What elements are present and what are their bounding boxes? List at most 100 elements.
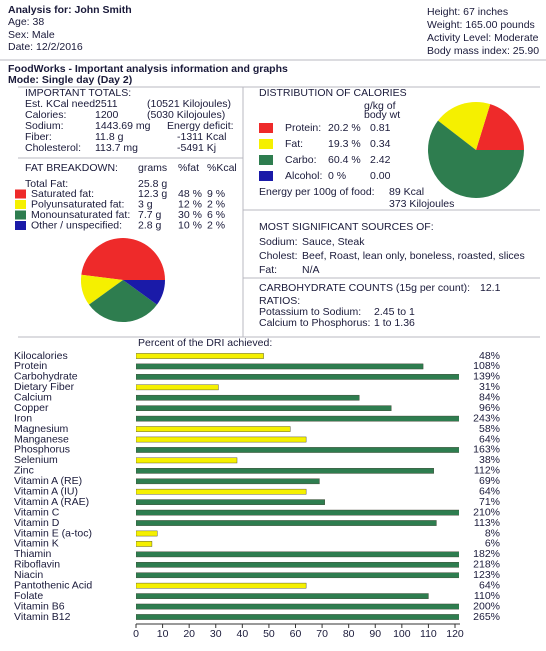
category-label: Phosphorus — [14, 444, 70, 456]
value-label: 265% — [473, 611, 500, 623]
x-tick-label: 50 — [263, 628, 275, 640]
totals-cell: Fiber: — [25, 131, 52, 143]
category-label: Copper — [14, 402, 49, 414]
total-label: Total Fat: — [25, 178, 68, 190]
fat-cell: Saturated fat: — [31, 188, 94, 200]
section-title: CARBOHYDRATE COUNTS (15g per count): — [259, 282, 470, 294]
pie-slice — [476, 104, 524, 150]
section-title: MOST SIGNIFICANT SOURCES OF: — [259, 221, 434, 233]
value-label: 110% — [474, 590, 500, 602]
value-label: 218% — [473, 559, 500, 571]
totals-cell: 11.8 g — [95, 131, 124, 143]
value-label: 48% — [479, 350, 500, 362]
x-tick-label: 40 — [236, 628, 248, 640]
bar — [136, 374, 459, 380]
totals-cell: 2511 — [95, 98, 118, 110]
x-tick-label: 100 — [393, 628, 411, 640]
pie-slice — [123, 280, 165, 305]
patient-name: Analysis for: John Smith — [8, 4, 132, 16]
calorie-cell: 0 % — [328, 170, 346, 182]
value-label: 123% — [473, 569, 500, 581]
fat-cell: Monounsaturated fat: — [31, 209, 130, 221]
fat-cell: 2 % — [207, 219, 225, 231]
pie-slice — [89, 280, 157, 322]
x-tick-label: 90 — [369, 628, 381, 640]
pie-slice — [428, 120, 524, 199]
value-label: 38% — [479, 454, 500, 466]
fat-cell: 7.7 g — [138, 209, 162, 221]
totals-cell: Energy deficit: — [167, 120, 234, 132]
totals-cell: 113.7 mg — [95, 142, 138, 154]
calorie-cell: 0.81 — [370, 122, 391, 134]
pie-slice — [81, 238, 165, 280]
activity-level: Activity Level: Moderate — [427, 32, 539, 44]
x-tick-label: 0 — [133, 628, 139, 640]
category-label: Iron — [14, 412, 32, 424]
column-header: grams — [138, 162, 167, 174]
calorie-cell: 0.34 — [370, 138, 391, 150]
value-label: 64% — [479, 486, 500, 498]
bar — [136, 551, 459, 558]
source-label: Cholest: — [259, 250, 298, 262]
value-label: 58% — [479, 423, 500, 435]
patient-height: Height: 67 inches — [427, 6, 508, 18]
value-label: 200% — [473, 600, 500, 612]
total-value: 25.8 g — [138, 178, 167, 190]
x-tick-label: 30 — [210, 628, 222, 640]
x-tick-label: 20 — [183, 628, 195, 640]
section-title: FAT BREAKDOWN: — [25, 162, 118, 174]
calorie-cell: Protein: — [285, 122, 321, 134]
bar — [136, 363, 424, 370]
patient-age: Age: 38 — [8, 16, 44, 28]
column-header: %Kcal — [207, 162, 237, 174]
value-label: 64% — [479, 433, 500, 445]
bar — [136, 426, 291, 432]
x-tick-label: 10 — [157, 628, 169, 640]
section-title: IMPORTANT TOTALS: — [25, 87, 131, 99]
patient-weight: Weight: 165.00 pounds — [427, 19, 535, 31]
report-date: Date: 12/2/2016 — [8, 41, 83, 53]
value-label: 69% — [479, 475, 500, 487]
category-label: Manganese — [14, 433, 69, 445]
category-label: Pantothenic Acid — [14, 579, 92, 591]
value-label: 71% — [479, 496, 500, 508]
category-label: Vitamin B12 — [14, 611, 71, 623]
carb-count: 12.1 — [480, 282, 501, 294]
ratio-value: 1 to 1.36 — [374, 317, 415, 329]
x-tick-label: 70 — [316, 628, 328, 640]
fat-cell: 12 % — [178, 198, 202, 210]
legend-swatch — [259, 123, 273, 133]
totals-cell: Cholesterol: — [25, 142, 81, 154]
calorie-cell: Carbo: — [285, 154, 317, 166]
source-value: Sauce, Steak — [302, 236, 365, 248]
bar — [136, 572, 459, 579]
report-mode: Mode: Single day (Day 2) — [8, 74, 132, 86]
fat-cell: 2 % — [207, 198, 225, 210]
x-tick-label: 80 — [343, 628, 355, 640]
report-title: FoodWorks - Important analysis informati… — [8, 63, 288, 75]
totals-cell: (5030 Kilojoules) — [147, 109, 225, 121]
bar — [136, 520, 437, 526]
category-label: Protein — [14, 360, 47, 372]
value-label: 112% — [474, 465, 500, 477]
category-label: Calcium — [14, 392, 52, 404]
bar — [136, 509, 459, 516]
category-label: Folate — [14, 590, 43, 602]
bar — [136, 415, 459, 422]
totals-cell: Calories: — [25, 109, 66, 121]
category-label: Vitamin A (RE) — [14, 475, 82, 487]
totals-cell: (10521 Kilojoules) — [147, 98, 231, 110]
legend-swatch — [259, 171, 273, 181]
category-label: Zinc — [14, 465, 34, 477]
bar — [136, 447, 459, 453]
chart-title: Percent of the DRI achieved: — [138, 337, 272, 349]
bars — [136, 353, 459, 620]
ratio-value: 2.45 to 1 — [374, 306, 415, 318]
bar — [136, 384, 219, 391]
value-label: 210% — [473, 506, 500, 518]
category-label: Vitamin E (a-toc) — [14, 527, 92, 539]
legend-swatch — [15, 221, 26, 230]
category-label: Vitamin A (RAE) — [14, 496, 89, 508]
source-label: Fat: — [259, 264, 277, 276]
bar — [136, 530, 158, 537]
